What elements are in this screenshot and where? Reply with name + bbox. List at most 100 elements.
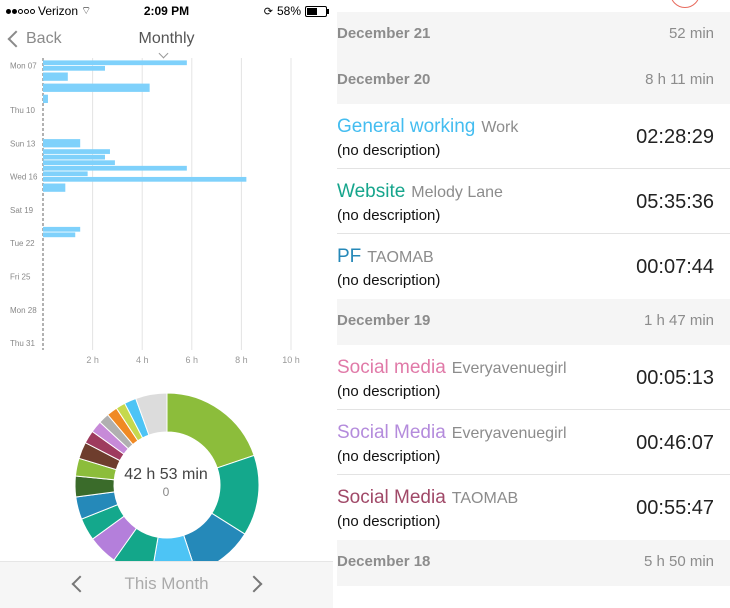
entry-duration: 02:28:29 bbox=[636, 126, 714, 148]
battery-icon bbox=[305, 5, 329, 17]
entry-title: Social Media TAOMAB bbox=[337, 487, 518, 509]
period-label[interactable]: This Month bbox=[124, 574, 209, 593]
time-entry-row[interactable]: General working Work (no description) 02:28… bbox=[337, 104, 730, 169]
day-bar[interactable] bbox=[43, 183, 66, 192]
day-bar[interactable] bbox=[43, 226, 81, 232]
row-divider bbox=[337, 168, 730, 169]
time-entry-row[interactable]: Social Media Everyavenuegirl (no descripti… bbox=[337, 410, 730, 475]
entry-project: TAOMAB bbox=[367, 249, 434, 266]
time-entry-row[interactable]: Website Melody Lane (no description) 05:35:… bbox=[337, 169, 730, 234]
battery-info: ⟳ 58% bbox=[263, 4, 329, 18]
entry-title: Website Melody Lane bbox=[337, 181, 503, 203]
day-label: Mon 07 bbox=[10, 62, 37, 71]
entry-title-text: Social Media bbox=[337, 487, 446, 508]
date-label: December 20 bbox=[337, 71, 431, 88]
day-bar[interactable] bbox=[43, 160, 115, 166]
entry-duration: 00:07:44 bbox=[636, 256, 714, 278]
period-navigation: This Month bbox=[0, 561, 333, 608]
date-header: December 19 1 h 47 min bbox=[337, 299, 730, 345]
date-label: December 21 bbox=[337, 25, 431, 42]
entry-project: TAOMAB bbox=[451, 490, 519, 507]
entry-description: (no description) bbox=[337, 383, 441, 400]
entry-project: Work bbox=[481, 119, 519, 136]
day-total: 8 h 11 min bbox=[645, 71, 714, 88]
entry-description: (no description) bbox=[337, 448, 441, 465]
battery-percent: 58% bbox=[276, 4, 301, 18]
day-bar[interactable] bbox=[43, 171, 88, 177]
time-entry-row[interactable]: Social media Everyavenuegirl (no descripti… bbox=[337, 345, 730, 410]
date-label: December 19 bbox=[337, 312, 431, 329]
reports-panel: Verizon ⌔ 2:09 PM ⟳ 58% Back Monthly Mon… bbox=[0, 0, 333, 608]
wifi-icon: ⌔ bbox=[81, 5, 92, 17]
period-selector[interactable]: Monthly bbox=[138, 30, 195, 47]
day-label: Sun 13 bbox=[10, 139, 36, 148]
day-bar[interactable] bbox=[43, 165, 187, 171]
day-bar[interactable] bbox=[43, 176, 247, 182]
day-label: Sat 19 bbox=[10, 206, 34, 215]
entry-duration: 00:05:13 bbox=[636, 367, 714, 389]
x-tick-label: 10 h bbox=[282, 355, 300, 365]
entry-title-text: General working bbox=[337, 116, 476, 137]
entry-project: Everyavenuegirl bbox=[451, 425, 567, 442]
daily-bar-chart: Mon 07 Thu 10 Sun 13 Wed 16 Sat 19 Tue 22 Fri … bbox=[10, 58, 300, 365]
entry-duration: 00:55:47 bbox=[636, 497, 714, 519]
entry-title: Social media Everyavenuegirl bbox=[337, 357, 567, 379]
day-bar[interactable] bbox=[43, 72, 68, 81]
date-header: December 18 5 h 50 min bbox=[337, 540, 730, 586]
time-entry-row[interactable]: Social Media TAOMAB (no description) 00:55:… bbox=[337, 475, 730, 540]
day-total: 1 h 47 min bbox=[643, 312, 714, 329]
x-tick-label: 6 h bbox=[186, 355, 199, 365]
signal-dots-icon bbox=[6, 8, 35, 14]
chevron-down-icon[interactable] bbox=[158, 48, 169, 59]
entry-title-text: PF bbox=[337, 246, 362, 267]
donut-slice[interactable] bbox=[166, 392, 255, 469]
donut-subtitle: 0 bbox=[162, 485, 170, 499]
day-bar[interactable] bbox=[43, 94, 48, 104]
time-entry-row[interactable]: PF TAOMAB (no description) 00:07:44 bbox=[337, 234, 730, 299]
day-label: Thu 10 bbox=[10, 106, 35, 115]
day-total: 5 h 50 min bbox=[643, 553, 714, 570]
date-header: December 21 52 min bbox=[337, 12, 730, 58]
entry-title: PF TAOMAB bbox=[337, 246, 434, 268]
day-label: Mon 28 bbox=[10, 306, 37, 315]
time-entries-list[interactable]: December 21 52 min December 20 8 h 11 min Ge… bbox=[337, 0, 730, 608]
day-label: Tue 22 bbox=[10, 239, 35, 248]
day-bar[interactable] bbox=[43, 149, 110, 154]
carrier-name: Verizon bbox=[38, 4, 79, 18]
entry-project: Everyavenuegirl bbox=[451, 360, 567, 377]
donut-total: 42 h 53 min bbox=[124, 466, 208, 483]
day-bar[interactable] bbox=[43, 139, 81, 148]
entry-duration: 00:46:07 bbox=[636, 432, 714, 454]
day-total: 52 min bbox=[668, 25, 714, 42]
day-bar[interactable] bbox=[43, 65, 105, 71]
entry-title-text: Website bbox=[337, 181, 406, 202]
project-donut-chart bbox=[74, 392, 260, 561]
entry-description: (no description) bbox=[337, 142, 441, 159]
back-label: Back bbox=[26, 30, 62, 47]
entry-project: Melody Lane bbox=[411, 184, 503, 201]
entry-title-text: Social media bbox=[337, 357, 446, 378]
day-label: Thu 31 bbox=[10, 339, 35, 348]
entry-title: General working Work bbox=[337, 116, 518, 138]
date-label: December 18 bbox=[337, 553, 431, 570]
rotation-lock-icon: ⟳ bbox=[263, 5, 273, 18]
nav-bar: Back Monthly bbox=[0, 22, 333, 59]
entry-description: (no description) bbox=[337, 513, 441, 530]
back-button[interactable]: Back bbox=[4, 30, 62, 48]
x-tick-label: 2 h bbox=[86, 355, 99, 365]
day-bar[interactable] bbox=[43, 232, 76, 238]
carrier-info: Verizon ⌔ bbox=[6, 4, 91, 18]
row-divider bbox=[337, 474, 730, 475]
day-label: Fri 25 bbox=[10, 272, 31, 281]
x-tick-label: 4 h bbox=[136, 355, 149, 365]
entry-description: (no description) bbox=[337, 207, 441, 224]
day-bar[interactable] bbox=[43, 83, 150, 92]
entry-description: (no description) bbox=[337, 272, 441, 289]
day-bar[interactable] bbox=[43, 60, 187, 66]
status-time: 2:09 PM bbox=[143, 4, 190, 18]
donut-slice[interactable] bbox=[135, 392, 168, 436]
row-divider bbox=[337, 409, 730, 410]
date-header: December 20 8 h 11 min bbox=[337, 58, 730, 104]
day-bar[interactable] bbox=[43, 154, 105, 160]
day-label: Wed 16 bbox=[10, 173, 38, 182]
